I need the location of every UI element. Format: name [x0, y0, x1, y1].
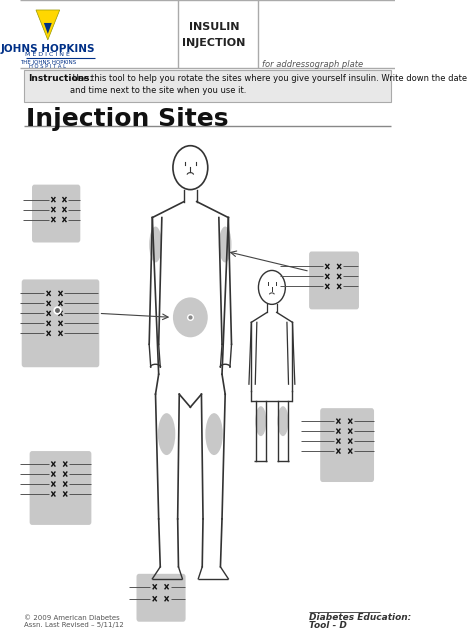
- Ellipse shape: [205, 413, 223, 455]
- Text: M E D I C I N E: M E D I C I N E: [26, 52, 70, 57]
- Text: Assn. Last Revised – 5/11/12: Assn. Last Revised – 5/11/12: [24, 622, 124, 628]
- Ellipse shape: [173, 298, 208, 337]
- Text: Injection Sites: Injection Sites: [27, 107, 229, 131]
- Ellipse shape: [219, 226, 231, 262]
- FancyBboxPatch shape: [32, 185, 80, 243]
- Text: Use this tool to help you rotate the sites where you give yourself insulin. Writ: Use this tool to help you rotate the sit…: [70, 74, 467, 95]
- FancyBboxPatch shape: [24, 70, 392, 102]
- Text: Instructions:: Instructions:: [28, 74, 93, 83]
- Text: INJECTION: INJECTION: [182, 38, 246, 48]
- FancyBboxPatch shape: [320, 408, 374, 482]
- FancyBboxPatch shape: [22, 279, 99, 367]
- Ellipse shape: [255, 406, 266, 436]
- Ellipse shape: [149, 226, 162, 262]
- FancyBboxPatch shape: [309, 252, 359, 309]
- Text: © 2009 American Diabetes: © 2009 American Diabetes: [24, 615, 120, 621]
- Text: THE JOHNS HOPKINS: THE JOHNS HOPKINS: [20, 60, 76, 65]
- Text: Diabetes Education:: Diabetes Education:: [309, 613, 411, 622]
- Text: Tool - D: Tool - D: [309, 621, 347, 629]
- Ellipse shape: [277, 406, 289, 436]
- Text: INSULIN: INSULIN: [189, 22, 239, 32]
- Text: JOHNS HOPKINS: JOHNS HOPKINS: [0, 44, 95, 54]
- Ellipse shape: [158, 413, 175, 455]
- FancyBboxPatch shape: [137, 574, 186, 622]
- Text: for addressograph plate: for addressograph plate: [262, 60, 363, 69]
- Polygon shape: [44, 23, 52, 34]
- Text: H O S P I T A L: H O S P I T A L: [29, 64, 66, 69]
- FancyBboxPatch shape: [30, 451, 91, 525]
- Polygon shape: [36, 10, 60, 40]
